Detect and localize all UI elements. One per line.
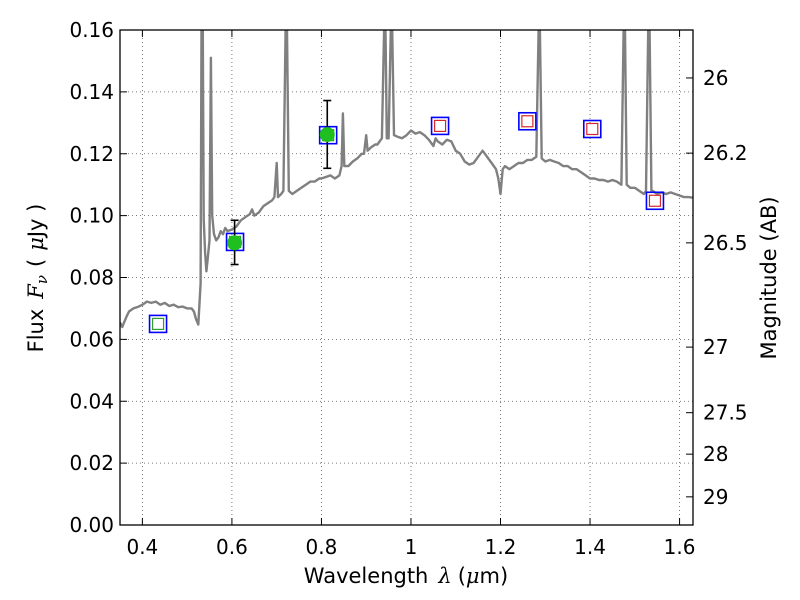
x-tick-label: 1.2	[485, 535, 517, 559]
y-tick-label: 0.06	[69, 327, 114, 351]
y2-tick-label: 26	[703, 66, 728, 90]
y2-tick-label: 26.2	[703, 141, 748, 165]
grid	[120, 30, 693, 525]
y-tick-label: 0.04	[69, 389, 114, 413]
model-box-marker	[582, 119, 602, 139]
x-tick-label: 0.6	[216, 535, 248, 559]
y2-tick-label: 26.5	[703, 231, 748, 255]
x-tick-label: 0.8	[306, 535, 338, 559]
y2-axis-title: Magnitude (AB)	[757, 196, 781, 359]
y-tick-label: 0.02	[69, 451, 114, 475]
x-tick-label: 0.4	[126, 535, 158, 559]
model-inner-marker	[433, 119, 447, 133]
plot-area	[120, 30, 693, 329]
markers	[148, 99, 665, 334]
spectrum-line	[120, 30, 693, 329]
model-inner-marker	[586, 122, 599, 136]
model-box-marker	[645, 191, 665, 211]
x-tick-label: 1	[405, 535, 418, 559]
ticks: 0.4 0.6 0.8 1 1.2 1.4 1.6 0.00 0.02 0.04 0.06 0.08 0…	[69, 18, 747, 559]
x-axis-title: Wavelength λ (μm)	[304, 564, 508, 588]
detection-point	[319, 127, 335, 143]
model-box-marker	[318, 125, 338, 145]
y-tick-label: 0.16	[69, 18, 114, 42]
model-box-marker	[148, 314, 168, 334]
model-inner-marker	[648, 194, 662, 207]
detection-point	[227, 235, 243, 251]
y-tick-label: 0.00	[69, 513, 114, 537]
y2-tick-label: 27.5	[703, 401, 748, 425]
model-box-marker	[430, 116, 450, 136]
model-inner-marker	[521, 115, 534, 128]
y-axis-title: FluxFν(μJy )	[24, 204, 51, 353]
y-tick-label: 0.12	[69, 142, 114, 166]
y2-tick-label: 27	[703, 335, 728, 359]
y2-tick-label: 28	[703, 442, 728, 466]
model-box-marker	[518, 111, 537, 131]
x-tick-label: 1.6	[664, 535, 696, 559]
model-inner-marker	[151, 317, 165, 331]
axes-frame	[119, 29, 694, 526]
y2-tick-label: 29	[703, 485, 728, 509]
y-tick-label: 0.10	[69, 204, 114, 228]
y-tick-label: 0.14	[69, 80, 114, 104]
x-tick-label: 1.4	[574, 535, 606, 559]
y-tick-label: 0.08	[69, 266, 114, 290]
